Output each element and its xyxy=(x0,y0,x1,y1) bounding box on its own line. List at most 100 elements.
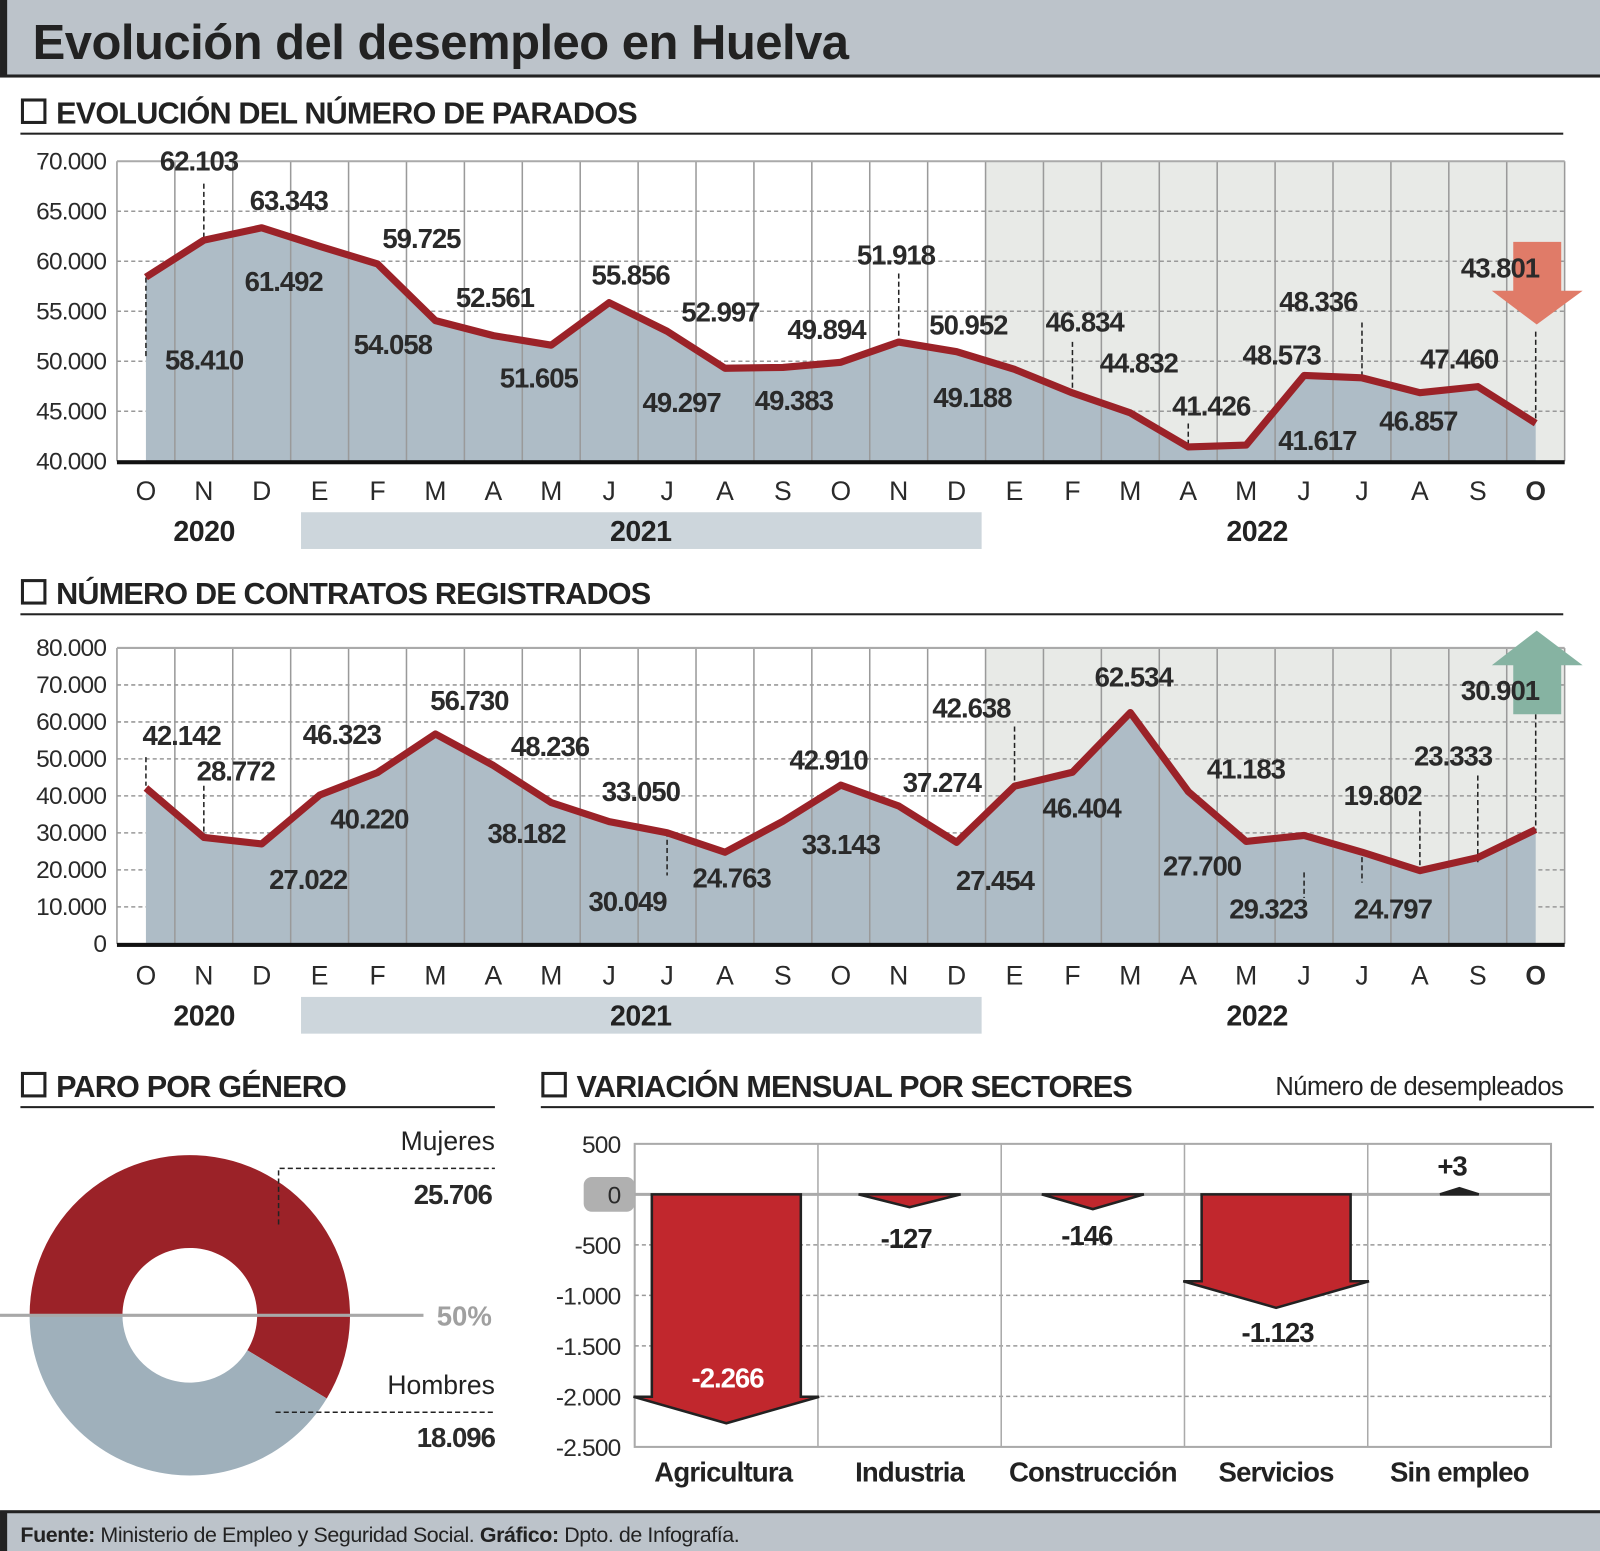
legend-hombres: Hombres xyxy=(387,1370,495,1400)
footer-bar xyxy=(0,1512,1600,1551)
x-tick-month: M xyxy=(540,476,562,506)
x-tick-month: A xyxy=(485,961,503,991)
divider xyxy=(20,1106,495,1109)
x-tick-month: E xyxy=(311,476,329,506)
x-tick-month: F xyxy=(369,476,385,506)
gender-donut-chart: 50% Mujeres 25.706 Hombres 18.096 xyxy=(0,1126,497,1476)
y-tick-label: -1.500 xyxy=(556,1334,621,1361)
year-label: 2022 xyxy=(1226,1000,1288,1032)
data-label: 62.534 xyxy=(1095,662,1175,693)
x-axis xyxy=(116,942,1565,947)
x-tick-month: J xyxy=(1355,476,1368,506)
square-icon xyxy=(541,1071,567,1098)
section-heading-genero: PARO POR GÉNERO xyxy=(20,1069,495,1109)
x-tick-month: D xyxy=(947,476,966,506)
data-label: 48.236 xyxy=(511,731,590,762)
data-label: 58.410 xyxy=(165,344,244,375)
bar-construcción xyxy=(1041,1193,1145,1211)
data-label: 48.336 xyxy=(1279,286,1358,317)
data-label: 52.997 xyxy=(681,296,760,327)
trend-up-arrow-icon xyxy=(1491,630,1583,715)
credit-text: Dpto. de Infografía. xyxy=(559,1523,740,1547)
x-tick-month: M xyxy=(424,961,446,991)
section-heading-contratos: NÚMERO DE CONTRATOS REGISTRADOS xyxy=(20,575,1564,616)
x-tick-month: J xyxy=(1355,961,1368,991)
data-label: 28.772 xyxy=(197,756,276,787)
x-tick-month: M xyxy=(1119,476,1141,506)
trend-down-arrow-icon xyxy=(1491,241,1583,325)
category-label: Agricultura xyxy=(654,1457,793,1488)
data-label: 47.460 xyxy=(1420,343,1499,374)
x-tick-month: A xyxy=(1411,476,1429,506)
data-label: 41.183 xyxy=(1207,754,1286,785)
bar-sin-empleo xyxy=(1439,1186,1480,1196)
x-tick-month: M xyxy=(1235,476,1257,506)
data-label: 48.573 xyxy=(1243,339,1322,370)
header-accent xyxy=(0,0,8,77)
data-label: 49.383 xyxy=(755,385,834,416)
y-tick-label: 30.000 xyxy=(36,820,106,847)
data-label: 27.700 xyxy=(1163,850,1242,881)
x-tick-month: S xyxy=(1469,476,1487,506)
x-tick-month: J xyxy=(603,961,616,991)
x-tick-month: S xyxy=(1469,961,1487,991)
data-label: 40.220 xyxy=(330,804,409,835)
x-tick-month: J xyxy=(603,476,616,506)
y-tick-label: -2.000 xyxy=(556,1385,621,1412)
x-tick-month: F xyxy=(369,961,385,991)
data-label: 30.901 xyxy=(1461,675,1540,706)
x-tick-month: N xyxy=(194,476,213,506)
x-tick-month: J xyxy=(1297,476,1310,506)
x-tick-month: M xyxy=(540,961,562,991)
x-tick-month: A xyxy=(716,961,734,991)
data-label: 43.801 xyxy=(1461,253,1540,284)
value-mujeres: 25.706 xyxy=(414,1179,493,1210)
x-tick-month: D xyxy=(947,961,966,991)
year-label: 2021 xyxy=(610,1000,672,1032)
x-tick-month: E xyxy=(1006,476,1024,506)
x-tick-month: N xyxy=(889,476,908,506)
source-label: Fuente: xyxy=(20,1523,94,1547)
x-tick-month: S xyxy=(774,961,792,991)
year-band-2021 xyxy=(301,996,982,1034)
data-label: 19.802 xyxy=(1344,780,1423,811)
y-tick-label: 40.000 xyxy=(36,448,106,475)
divider xyxy=(20,613,1564,616)
bar-value-label: +3 xyxy=(1437,1150,1467,1181)
x-tick-month: A xyxy=(1179,961,1197,991)
data-label: 63.343 xyxy=(250,185,329,216)
zero-badge xyxy=(583,1177,635,1212)
data-label: 50.952 xyxy=(929,310,1008,341)
data-label: 49.297 xyxy=(643,387,722,418)
y-tick-label: 80.000 xyxy=(36,635,106,662)
section-heading-parados: EVOLUCIÓN DEL NÚMERO DE PARADOS xyxy=(20,94,1564,135)
divider xyxy=(20,132,1564,135)
y-tick-label: 500 xyxy=(582,1132,621,1159)
y-tick-label: -2.500 xyxy=(556,1435,621,1462)
x-tick-month: M xyxy=(424,476,446,506)
data-label: 46.834 xyxy=(1046,307,1126,338)
header-rule xyxy=(0,74,1600,78)
x-tick-month: O xyxy=(831,476,852,506)
data-label: 46.857 xyxy=(1379,406,1458,437)
data-label: 61.492 xyxy=(245,266,324,297)
data-label: 41.426 xyxy=(1172,390,1251,421)
y-tick-label: 65.000 xyxy=(36,198,106,225)
fifty-percent-label: 50% xyxy=(437,1300,492,1331)
data-label: 52.561 xyxy=(456,282,535,313)
y-tick-label: 60.000 xyxy=(36,248,106,275)
x-tick-month: O xyxy=(136,961,157,991)
x-tick-month: A xyxy=(1411,961,1429,991)
x-tick-month: O xyxy=(136,476,157,506)
y-tick-label: 10.000 xyxy=(36,894,106,921)
value-hombres: 18.096 xyxy=(417,1422,496,1453)
data-label: 42.910 xyxy=(790,744,869,775)
y-tick-label: 40.000 xyxy=(36,783,106,810)
heading-text: PARO POR GÉNERO xyxy=(56,1069,346,1104)
data-label: 41.617 xyxy=(1278,425,1357,456)
data-label: 51.918 xyxy=(857,239,936,270)
data-label: 37.274 xyxy=(903,767,983,798)
x-tick-month: M xyxy=(1119,961,1141,991)
area-fill xyxy=(145,227,1536,462)
